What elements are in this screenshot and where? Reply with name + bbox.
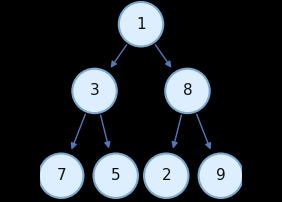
Circle shape: [165, 69, 210, 113]
Circle shape: [144, 154, 188, 198]
Circle shape: [72, 69, 117, 113]
Text: 7: 7: [56, 168, 66, 183]
Circle shape: [39, 154, 83, 198]
Text: 8: 8: [183, 83, 192, 98]
Circle shape: [94, 154, 138, 198]
Text: 3: 3: [90, 83, 100, 98]
Text: 9: 9: [216, 168, 226, 183]
Circle shape: [199, 154, 243, 198]
Circle shape: [119, 2, 163, 46]
Text: 1: 1: [136, 17, 146, 32]
Text: 5: 5: [111, 168, 121, 183]
Text: 2: 2: [161, 168, 171, 183]
